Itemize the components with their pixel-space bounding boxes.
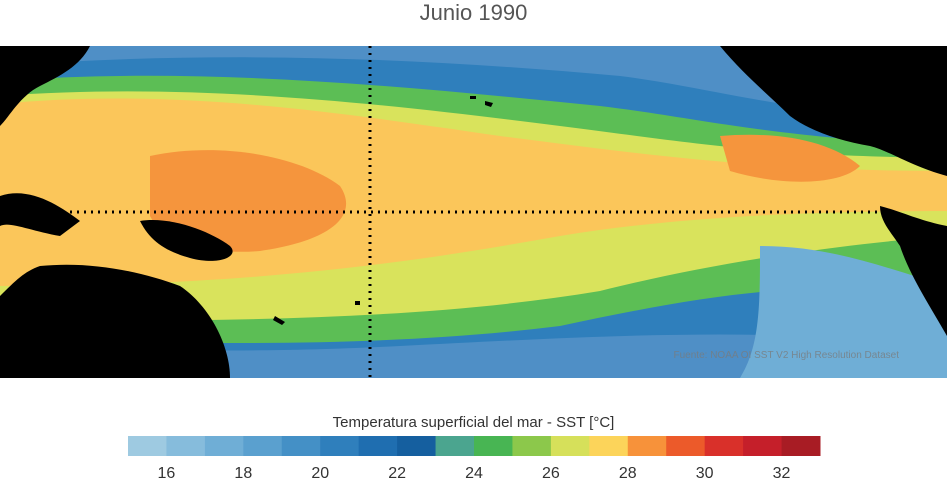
colorbar-band xyxy=(512,436,552,456)
colorbar-tick-label: 16 xyxy=(158,465,176,480)
land-americas xyxy=(720,46,947,176)
colorbar-band xyxy=(397,436,437,456)
colorbar-band xyxy=(358,436,398,456)
land-australia xyxy=(0,264,230,378)
land-south-america xyxy=(880,206,947,336)
colorbar-tick-label: 32 xyxy=(773,465,791,480)
colorbar-band xyxy=(781,436,821,456)
colorbar-tick-label: 22 xyxy=(388,465,406,480)
colorbar-band xyxy=(474,436,513,456)
sst-map xyxy=(0,46,947,378)
colorbar-tick-label: 20 xyxy=(311,465,329,480)
colorbar-band xyxy=(589,436,629,456)
colorbar-tick-label: 30 xyxy=(696,465,714,480)
data-source-credit: Fuente: NOAA OI SST V2 High Resolution D… xyxy=(673,350,899,361)
colorbar: 16 18 20 22 24 26 28 30 32 xyxy=(128,436,821,480)
sst-band-cold-east xyxy=(740,246,947,378)
sst-band-very-hot-east xyxy=(720,134,860,182)
map-title: Junio 1990 xyxy=(419,0,528,25)
colorbar-band xyxy=(666,436,706,456)
colorbar-band xyxy=(550,436,590,456)
colorbar-band xyxy=(166,436,206,456)
sst-band-very-hot xyxy=(150,150,347,252)
colorbar-tick-label: 28 xyxy=(619,465,637,480)
colorbar-band xyxy=(128,436,167,456)
colorbar-tick-label: 24 xyxy=(465,465,483,480)
colorbar-band xyxy=(704,436,744,456)
land-indonesia xyxy=(0,193,80,236)
colorbar-band xyxy=(743,436,783,456)
colorbar-band xyxy=(320,436,360,456)
colorbar-band xyxy=(204,436,244,456)
land-new-guinea xyxy=(140,220,233,261)
colorbar-label: Temperatura superficial del mar - SST [°… xyxy=(332,414,615,431)
land-asia xyxy=(0,46,90,126)
colorbar-band xyxy=(435,436,475,456)
colorbar-band xyxy=(627,436,667,456)
colorbar-tick-label: 26 xyxy=(542,465,560,480)
colorbar-band xyxy=(243,436,283,456)
colorbar-tick-label: 18 xyxy=(234,465,252,480)
colorbar-band xyxy=(281,436,321,456)
